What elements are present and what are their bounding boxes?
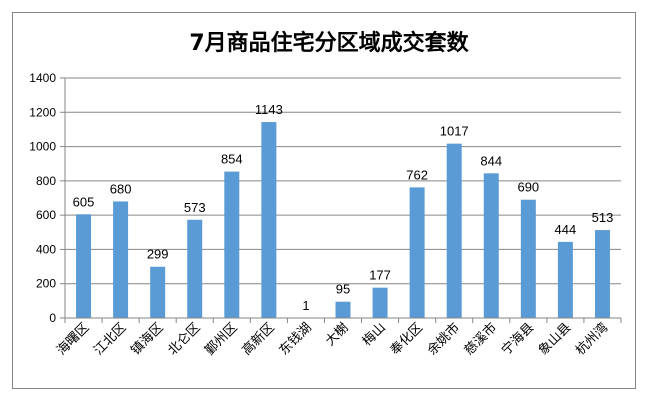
data-label: 513 [592, 210, 614, 225]
data-label: 762 [406, 167, 428, 182]
bar [409, 187, 425, 318]
category-label: 大榭 [322, 320, 352, 350]
category-label: 镇海区 [128, 320, 166, 358]
bars [76, 122, 610, 318]
category-label: 余姚市 [424, 320, 463, 359]
data-label: 1 [302, 298, 309, 313]
y-tick-label: 1000 [29, 140, 56, 154]
category-label: 江北区 [91, 320, 129, 358]
bar [76, 214, 92, 318]
bar [261, 122, 277, 318]
category-label: 东钱湖 [277, 320, 315, 358]
category-label: 鄞州区 [202, 320, 240, 358]
y-tick-label: 200 [36, 277, 56, 291]
bar [372, 287, 388, 318]
y-tick-label: 1400 [29, 71, 56, 85]
category-label: 北仑区 [165, 320, 203, 358]
bar [557, 241, 573, 318]
chart-frame: 7月商品住宅分区域成交套数 0 200 400 600 800 1000 1200 1400 … [12, 12, 636, 389]
y-tick-label: 600 [36, 208, 56, 222]
data-label: 95 [336, 282, 350, 297]
bar [520, 199, 536, 318]
category-label: 奉化区 [388, 320, 426, 358]
category-label: 高新区 [239, 320, 278, 359]
data-labels: 605 680 299 573 854 1143 1 95 177 762 1017 844 690 44… [73, 102, 614, 313]
category-label: 梅山 [360, 320, 389, 349]
bar-chart: 7月商品住宅分区域成交套数 0200400600800100012001400 … [29, 30, 622, 359]
data-label: 844 [480, 153, 502, 168]
y-tick-label: 400 [36, 242, 56, 256]
bar [335, 301, 351, 318]
data-label: 680 [110, 181, 132, 196]
category-label: 慈溪市 [461, 320, 500, 359]
data-label: 299 [147, 247, 169, 262]
data-label: 1017 [440, 124, 469, 139]
y-tick-label: 800 [36, 174, 56, 188]
data-label: 444 [555, 222, 577, 237]
chart-title: 7月商品住宅分区域成交套数 [189, 30, 469, 56]
axes [64, 78, 621, 319]
bar [446, 143, 462, 318]
bar [594, 230, 610, 318]
data-label: 854 [221, 152, 243, 167]
bar [483, 173, 499, 318]
bar [224, 171, 240, 318]
category-label: 象山县 [536, 320, 574, 358]
bar [150, 266, 166, 318]
y-axis-ticks: 0 200 400 600 800 1000 1200 1400 [29, 71, 65, 325]
data-label: 605 [73, 194, 95, 209]
category-label: 海曙区 [54, 320, 92, 358]
category-label: 杭州湾 [572, 320, 611, 359]
data-label: 573 [184, 200, 206, 215]
y-tick-label: 0 [49, 311, 56, 325]
data-label: 177 [369, 268, 391, 283]
category-label: 宁海县 [498, 320, 537, 359]
bar [187, 219, 203, 318]
data-label: 1143 [255, 102, 283, 117]
y-tick-label: 1200 [29, 105, 56, 119]
data-label: 690 [517, 180, 539, 195]
gridlines [65, 77, 621, 285]
bar [113, 201, 129, 318]
